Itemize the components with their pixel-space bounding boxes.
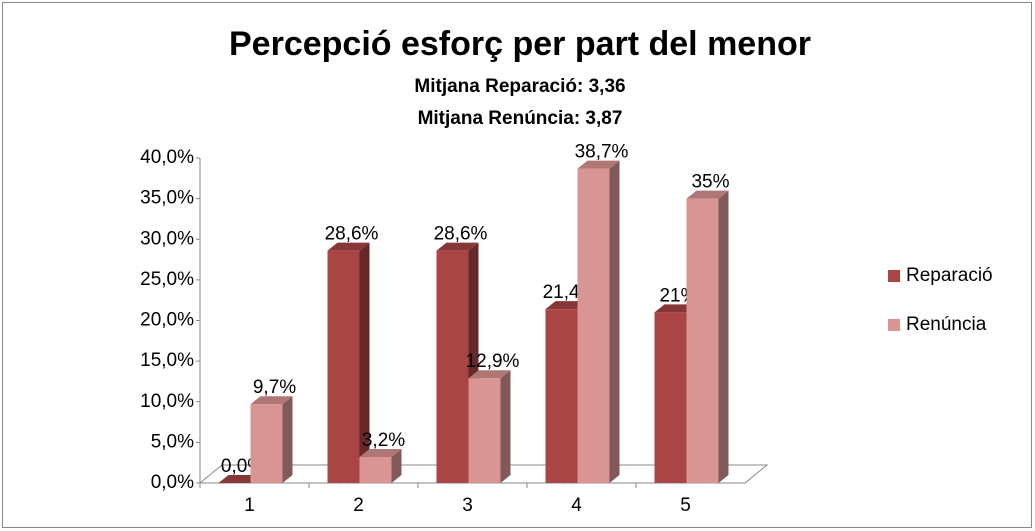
- bar-group: [686, 190, 729, 483]
- y-tick-label: 20,0%: [140, 310, 194, 331]
- bar: [654, 312, 687, 483]
- data-label: 38,7%: [575, 142, 629, 163]
- bar-side: [500, 370, 511, 483]
- bar-group: [327, 242, 370, 483]
- bar-top: [218, 475, 261, 483]
- x-tick-label: 1: [244, 495, 255, 516]
- bar-side: [718, 190, 729, 483]
- bar: [250, 404, 283, 483]
- bar-side: [609, 160, 620, 483]
- x-tick-label: 3: [462, 495, 473, 516]
- bar-top: [436, 242, 479, 251]
- y-tick-label: 10,0%: [140, 391, 194, 412]
- data-label: 28,6%: [325, 224, 379, 245]
- bar: [545, 309, 578, 483]
- y-tick-label: 35,0%: [140, 188, 194, 209]
- bar-group: [359, 449, 402, 483]
- bar-top: [468, 370, 511, 379]
- bar-top: [577, 160, 620, 169]
- bar-group: [468, 370, 511, 483]
- y-tick-label: 0,0%: [151, 472, 194, 493]
- bar-top: [327, 242, 370, 251]
- bar-top: [250, 396, 293, 405]
- bar: [436, 250, 469, 483]
- bar-top: [654, 304, 697, 313]
- legend-label: Renúncia: [906, 314, 987, 335]
- bar: [468, 378, 501, 483]
- y-tick-label: 25,0%: [140, 269, 194, 290]
- legend-swatch: [888, 270, 900, 282]
- bar-top: [686, 190, 729, 199]
- bar-side: [391, 449, 402, 483]
- bar-side: [359, 242, 370, 483]
- bar: [327, 250, 360, 483]
- x-tick-label: 4: [571, 495, 582, 516]
- data-label: 35%: [691, 172, 729, 193]
- legend-swatch: [888, 319, 900, 331]
- chart-subtitle: Mitjana Renúncia: 3,87: [418, 108, 623, 129]
- bar: [359, 457, 392, 483]
- legend-label: Reparació: [906, 265, 993, 286]
- data-label: 28,6%: [434, 224, 488, 245]
- bar-side: [282, 396, 293, 483]
- bar-top: [359, 449, 402, 457]
- bar-group: [250, 396, 293, 483]
- data-label: 12,9%: [466, 351, 520, 372]
- bar-group: [218, 475, 261, 483]
- chart-subtitle: Mitjana Reparació: 3,36: [414, 76, 625, 97]
- bar-group: [436, 242, 479, 483]
- y-tick-label: 30,0%: [140, 228, 194, 249]
- bar-top: [545, 301, 588, 310]
- x-tick-label: 2: [353, 495, 364, 516]
- bar: [577, 168, 610, 483]
- y-tick-label: 40,0%: [140, 147, 194, 168]
- x-tick-label: 5: [680, 495, 691, 516]
- y-tick-label: 15,0%: [140, 350, 194, 371]
- data-label: 9,7%: [253, 377, 296, 398]
- data-label: 3,2%: [362, 430, 405, 451]
- y-tick-label: 5,0%: [151, 431, 194, 452]
- chart-title: Percepció esforç per part del menor: [229, 25, 811, 63]
- bar-group: [577, 160, 620, 483]
- bar: [686, 198, 719, 483]
